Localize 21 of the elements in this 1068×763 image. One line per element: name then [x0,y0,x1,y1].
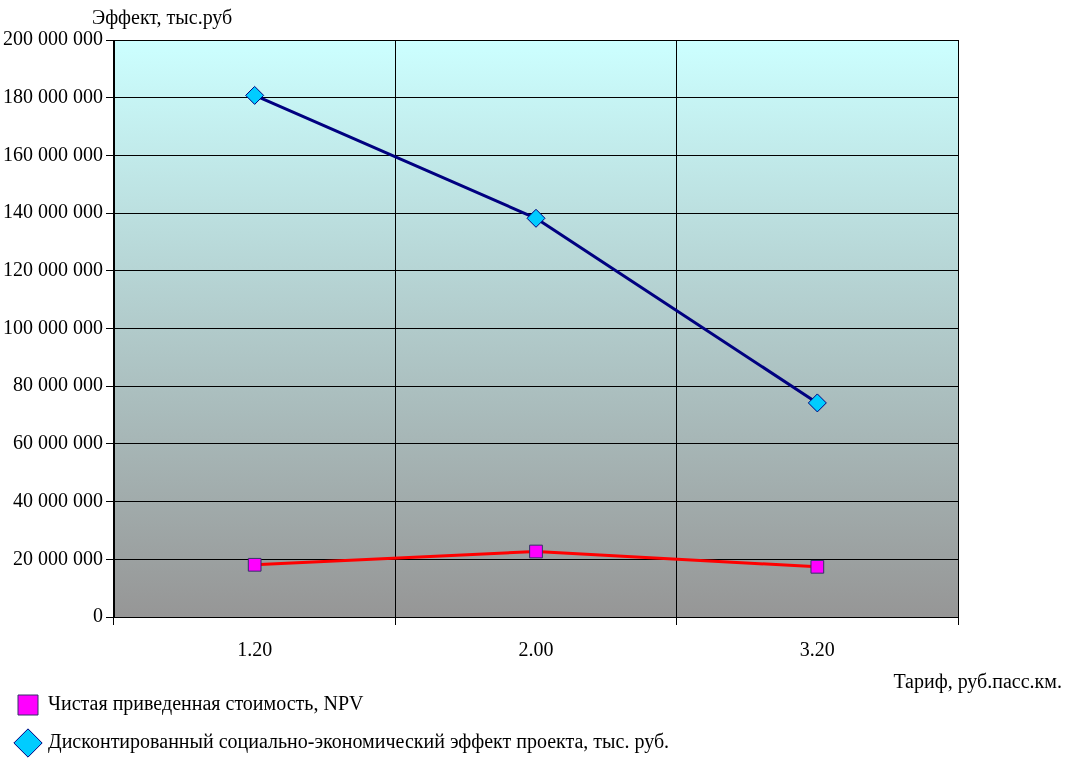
point [245,85,265,105]
y-tick-label: 100 000 000 [3,315,103,338]
y-tick-label: 200 000 000 [3,27,103,50]
x-tick-label: 3.20 [799,638,835,661]
y-tick-label: 140 000 000 [3,200,103,223]
y-tick-label: 120 000 000 [3,258,103,281]
point [526,208,546,228]
y-tick-label: 0 [93,604,103,627]
y-tick-label: 60 000 000 [13,431,103,454]
x-axis-title: Тариф, руб.пасс.км. [893,670,1062,693]
y-tick-label: 180 000 000 [3,84,103,107]
x-tick-label: 2.00 [518,638,554,661]
y-tick-label: 80 000 000 [13,373,103,396]
y-tick-label: 160 000 000 [3,142,103,165]
y-axis-title: Эффект, тыс.руб [92,6,233,29]
legend-label: Чистая приведенная стоимость, NPV [48,692,365,716]
legend-label: Дисконтированный социально-экономический эффект проекта, тыс. руб. [48,730,670,754]
y-tick-label: 20 000 000 [13,546,103,569]
x-tick-label: 1.20 [237,638,273,661]
y-tick-label: 40 000 000 [13,488,103,511]
point [807,393,827,413]
